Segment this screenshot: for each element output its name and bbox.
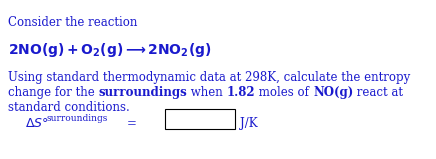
Text: $\Delta S\degree$: $\Delta S\degree$ bbox=[25, 117, 48, 130]
Text: moles of: moles of bbox=[255, 86, 313, 99]
Text: react at: react at bbox=[353, 86, 403, 99]
Text: surroundings: surroundings bbox=[99, 86, 187, 99]
Text: J/K: J/K bbox=[240, 117, 258, 130]
Text: =: = bbox=[127, 117, 137, 130]
Text: $\mathbf{2NO(g) + O_2(g){\longrightarrow}2NO_2(g)}$: $\mathbf{2NO(g) + O_2(g){\longrightarrow… bbox=[8, 41, 211, 59]
Text: standard conditions.: standard conditions. bbox=[8, 101, 130, 114]
Text: when: when bbox=[187, 86, 227, 99]
Text: surroundings: surroundings bbox=[46, 114, 107, 123]
Text: Using standard thermodynamic data at 298K, calculate the entropy: Using standard thermodynamic data at 298… bbox=[8, 71, 410, 84]
Bar bbox=[165, 109, 235, 129]
Text: change for the: change for the bbox=[8, 86, 99, 99]
Text: NO(g): NO(g) bbox=[313, 86, 353, 99]
Text: Consider the reaction: Consider the reaction bbox=[8, 16, 137, 29]
Text: 1.82: 1.82 bbox=[227, 86, 255, 99]
